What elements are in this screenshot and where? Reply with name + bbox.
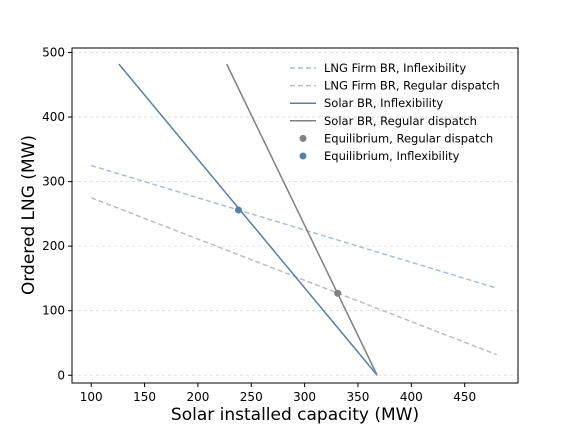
y-tick-label-1: 100 bbox=[42, 304, 65, 318]
series-line-2 bbox=[118, 63, 378, 376]
x-axis-label: Solar installed capacity (MW) bbox=[171, 405, 419, 425]
y-tick-label-0: 0 bbox=[57, 368, 65, 382]
x-tick-label-7: 450 bbox=[453, 390, 476, 404]
x-tick-label-3: 250 bbox=[240, 390, 263, 404]
x-tick-label-1: 150 bbox=[133, 390, 156, 404]
legend-label-5: Equilibrium, Inflexibility bbox=[324, 149, 460, 163]
x-tick-label-0: 100 bbox=[80, 390, 103, 404]
legend: LNG Firm BR, Inflexibility LNG Firm BR, R… bbox=[290, 61, 500, 163]
x-axis-ticks: 100 150 200 250 300 350 400 450 bbox=[80, 383, 476, 404]
equilibrium-point-4-0 bbox=[334, 289, 342, 297]
legend-swatch-5 bbox=[299, 152, 307, 160]
y-axis-label: Ordered LNG (MW) bbox=[19, 135, 39, 295]
y-tick-label-2: 200 bbox=[42, 239, 65, 253]
series-layer bbox=[90, 63, 497, 376]
y-tick-label-3: 300 bbox=[42, 175, 65, 189]
legend-swatch-4 bbox=[299, 134, 307, 142]
legend-label-1: LNG Firm BR, Regular dispatch bbox=[324, 79, 500, 93]
plot-frame bbox=[71, 47, 519, 384]
x-tick-label-6: 400 bbox=[400, 390, 423, 404]
legend-label-3: Solar BR, Regular dispatch bbox=[324, 114, 477, 128]
series-line-0 bbox=[90, 164, 497, 289]
x-tick-label-2: 200 bbox=[186, 390, 209, 404]
y-tick-label-5: 500 bbox=[42, 46, 65, 60]
series-line-1 bbox=[90, 197, 497, 356]
y-axis-ticks: 0 100 200 300 400 500 bbox=[42, 46, 72, 382]
x-tick-label-5: 350 bbox=[346, 390, 369, 404]
legend-label-4: Equilibrium, Regular dispatch bbox=[324, 131, 493, 145]
y-tick-label-4: 400 bbox=[42, 110, 65, 124]
legend-label-0: LNG Firm BR, Inflexibility bbox=[324, 61, 466, 75]
series-line-3 bbox=[226, 63, 378, 376]
legend-label-2: Solar BR, Inflexibility bbox=[324, 96, 443, 110]
x-tick-label-4: 300 bbox=[293, 390, 316, 404]
equilibrium-point-5-0 bbox=[234, 206, 242, 214]
